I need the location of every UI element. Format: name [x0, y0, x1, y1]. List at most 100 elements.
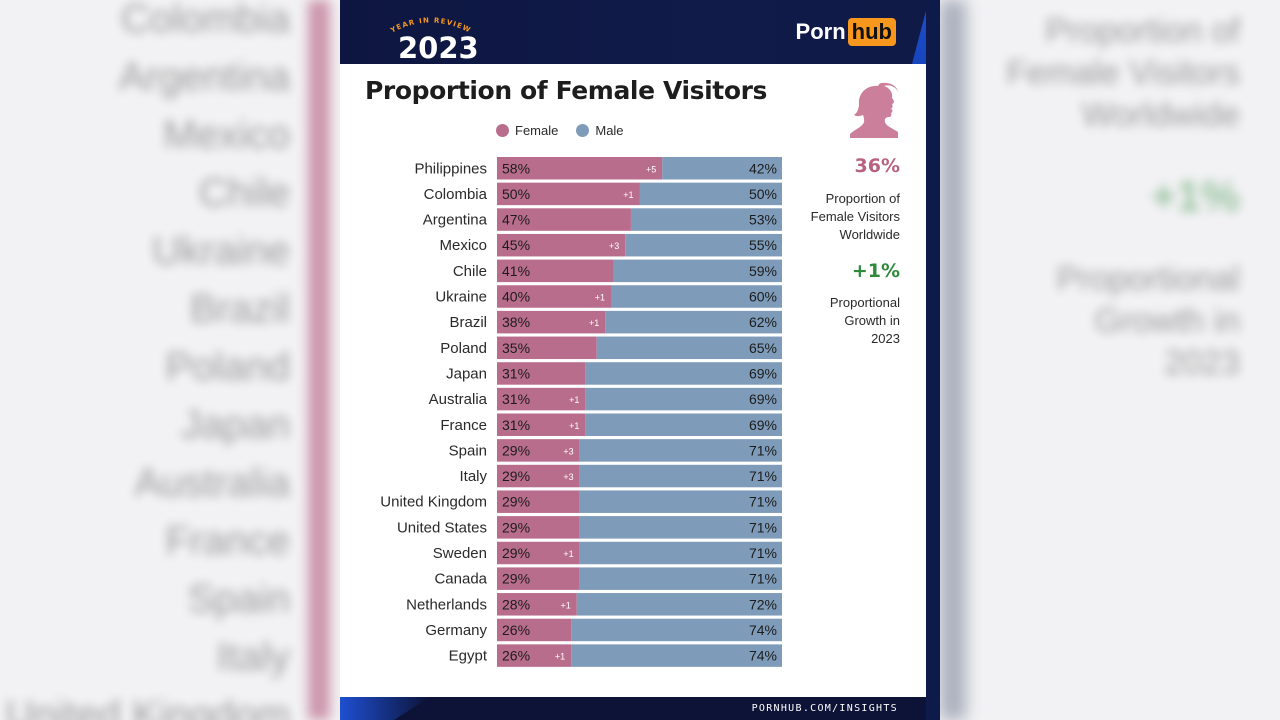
bar-male	[630, 208, 782, 231]
change-label: +3	[609, 241, 619, 251]
bar-female	[497, 541, 580, 565]
female-silhouette-icon	[850, 82, 898, 138]
value-label-female: 28%	[502, 596, 530, 612]
value-label-female: 26%	[502, 648, 530, 664]
value-label-female: 31%	[502, 365, 530, 381]
value-label-male: 69%	[749, 365, 777, 381]
value-label-female: 31%	[502, 417, 530, 433]
chart-legend: Female Male	[496, 123, 624, 138]
year-label: 2023	[398, 31, 479, 65]
value-label-female: 31%	[502, 391, 530, 407]
bg-word: Worldwide	[1081, 96, 1240, 134]
background-left-blur: Colombia Argentina Mexico Chile Ukraine …	[0, 0, 340, 720]
year-in-review-badge: YEAR IN REVIEW 2023	[370, 8, 490, 65]
category-label: Germany	[425, 622, 487, 639]
bg-word: Ukraine	[152, 229, 290, 273]
background-bar-strip	[308, 0, 330, 720]
bg-word: 2023	[1164, 344, 1240, 382]
legend-item-male: Male	[576, 123, 624, 138]
bar-female	[497, 182, 640, 206]
category-label: Japan	[446, 365, 487, 382]
legend-label-male: Male	[595, 123, 624, 138]
category-label: Colombia	[424, 186, 488, 203]
change-label: +1	[569, 395, 579, 405]
value-label-male: 55%	[749, 237, 777, 253]
bar-female	[497, 516, 580, 539]
change-label: +1	[595, 293, 605, 303]
bar-female	[497, 618, 572, 642]
value-label-female: 29%	[502, 519, 530, 535]
bar-male	[662, 157, 782, 180]
footer-bar: PORNHUB.COM/INSIGHTS	[340, 697, 940, 720]
bar-male	[579, 464, 782, 488]
value-label-male: 71%	[749, 571, 777, 587]
value-label-female: 26%	[502, 622, 530, 638]
change-label: +3	[563, 472, 573, 482]
value-label-female: 38%	[502, 314, 530, 330]
bg-word: Italy	[216, 635, 290, 679]
bar-male	[639, 182, 782, 206]
bar-male	[579, 490, 782, 513]
stat-growth-line: Growth in	[844, 313, 900, 328]
bar-female	[497, 387, 586, 411]
bar-female	[497, 439, 580, 462]
background-right-words: Proportion of Female Visitors Worldwide …	[1000, 10, 1240, 384]
value-label-female: 29%	[502, 545, 530, 561]
value-label-female: 41%	[502, 263, 530, 279]
bar-female	[497, 362, 586, 385]
bg-word: Colombia	[121, 0, 290, 41]
value-label-female: 29%	[502, 571, 530, 587]
bar-female	[497, 336, 597, 360]
change-label: +1	[563, 549, 573, 559]
bar-male	[571, 618, 782, 642]
value-label-female: 50%	[502, 186, 530, 202]
bg-word: Poland	[165, 345, 290, 389]
value-label-female: 45%	[502, 237, 530, 253]
bar-female	[497, 259, 614, 283]
stat-worldwide-line: Female Visitors	[810, 209, 900, 224]
bg-word: United Kingdom	[5, 693, 290, 720]
infographic-card: YEAR IN REVIEW 2023 Porn hub Proportion …	[340, 0, 940, 720]
category-label: Sweden	[433, 545, 487, 562]
stat-growth-label: Proportional Growth in 2023	[780, 294, 900, 348]
change-label: +1	[561, 600, 571, 610]
value-label-female: 40%	[502, 289, 530, 305]
card-right-edge	[926, 0, 940, 720]
category-label: Chile	[453, 263, 487, 280]
bar-male	[611, 285, 782, 308]
change-label: +1	[589, 318, 599, 328]
logo-text-right: hub	[847, 18, 896, 46]
change-label: +5	[646, 164, 656, 174]
category-label: United States	[397, 519, 487, 536]
category-label: Netherlands	[406, 596, 487, 613]
stat-growth-line: Proportional	[829, 295, 900, 310]
value-label-male: 71%	[749, 494, 777, 510]
value-label-female: 35%	[502, 340, 530, 356]
value-label-female: 29%	[502, 468, 530, 484]
stat-worldwide-line: Worldwide	[839, 227, 900, 242]
legend-item-female: Female	[496, 123, 558, 138]
bar-male	[579, 516, 782, 539]
category-label: United Kingdom	[380, 494, 487, 511]
bar-female	[497, 208, 631, 231]
header-bar: YEAR IN REVIEW 2023 Porn hub	[340, 0, 940, 65]
bar-female	[497, 567, 580, 590]
category-label: Poland	[440, 340, 487, 357]
bg-word: Brazil	[189, 287, 290, 331]
bar-female	[497, 593, 577, 616]
value-label-male: 72%	[749, 596, 777, 612]
background-right-blur: Proportion of Female Visitors Worldwide …	[940, 0, 1280, 720]
value-label-male: 59%	[749, 263, 777, 279]
bar-female	[497, 644, 572, 667]
value-label-male: 42%	[749, 160, 777, 176]
stat-worldwide-value: 36%	[854, 155, 900, 177]
legend-swatch-female	[496, 124, 509, 137]
value-label-male: 71%	[749, 519, 777, 535]
stat-worldwide-line: Proportion of	[825, 191, 900, 206]
value-label-male: 53%	[749, 212, 777, 228]
value-label-female: 29%	[502, 442, 530, 458]
value-label-male: 62%	[749, 314, 777, 330]
bar-male	[579, 567, 782, 590]
bar-female	[497, 233, 626, 257]
category-label: France	[440, 417, 487, 434]
